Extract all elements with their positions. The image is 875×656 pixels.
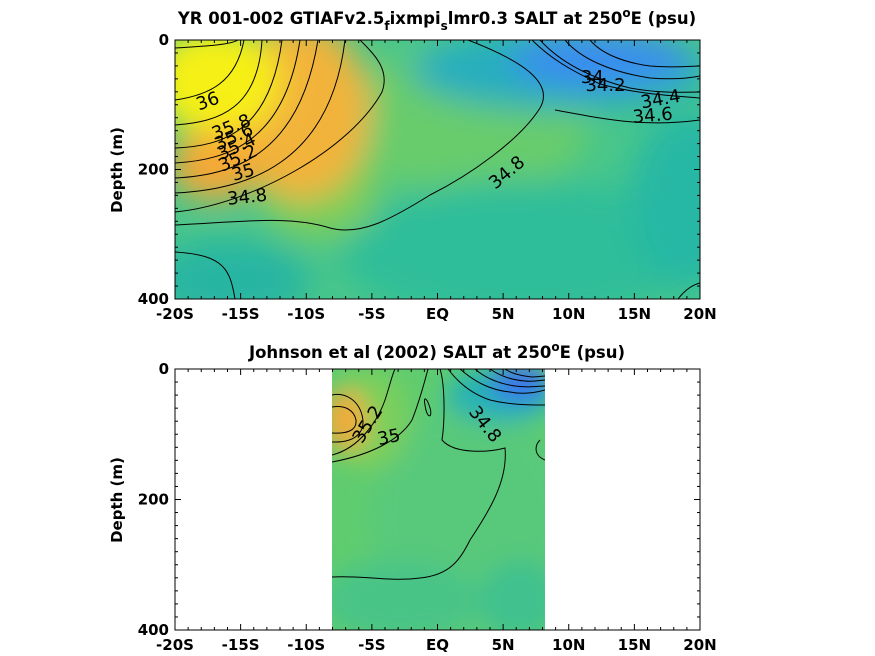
y-tick-label: 200 <box>138 161 169 179</box>
x-tick-label: 20N <box>683 636 716 654</box>
contour-lines-obs <box>332 369 545 580</box>
x-tick-label: -10S <box>287 305 325 323</box>
x-tick-label: EQ <box>426 305 449 323</box>
contour-label: 34.2 <box>585 75 625 96</box>
x-tick-label: -5S <box>358 305 385 323</box>
x-tick-label: 10N <box>552 636 585 654</box>
x-tick-label: 15N <box>618 305 651 323</box>
x-tick-label: -5S <box>358 636 385 654</box>
x-tick-label: 5N <box>492 636 515 654</box>
y-axis-label-obs: Depth (m) <box>108 457 126 543</box>
contour-label: 34 <box>581 67 604 88</box>
contour-label: 34.8 <box>226 185 268 210</box>
panel-model: YR 001-002 GTIAFv2.5fixmpislmr0.3 SALT a… <box>108 6 717 323</box>
x-axis-model: -20S -15S -10S -5S EQ 5N 10N 15N 20N <box>156 40 717 323</box>
salinity-field-obs <box>332 369 545 630</box>
chart-title-obs: Johnson et al (2002) SALT at 250oE (psu) <box>248 340 625 362</box>
panel-obs: Johnson et al (2002) SALT at 250oE (psu) <box>108 340 717 654</box>
y-axis-model: 0 200 400 <box>138 31 700 308</box>
x-tick-label: EQ <box>426 636 449 654</box>
y-tick-label: 200 <box>138 491 169 509</box>
x-tick-label: 5N <box>492 305 515 323</box>
x-tick-label: -15S <box>222 305 260 323</box>
chart-title-model: YR 001-002 GTIAFv2.5fixmpislmr0.3 SALT a… <box>177 6 696 33</box>
x-tick-label: -20S <box>156 636 194 654</box>
contour-lines-model <box>175 40 700 299</box>
x-tick-label: -20S <box>156 305 194 323</box>
x-tick-label: -10S <box>287 636 325 654</box>
x-axis-obs: -20S -15S -10S -5S EQ 5N 10N 15N 20N <box>156 369 717 654</box>
y-axis-label-model: Depth (m) <box>108 127 126 213</box>
y-tick-label: 400 <box>138 621 169 639</box>
x-tick-label: 20N <box>683 305 716 323</box>
y-tick-label: 0 <box>159 31 169 49</box>
x-tick-label: -15S <box>222 636 260 654</box>
contour-label: 35 <box>376 425 403 450</box>
x-tick-label: 15N <box>618 636 651 654</box>
x-tick-label: 10N <box>552 305 585 323</box>
y-axis-obs: 0 200 400 <box>138 360 700 639</box>
contour-label: 34.6 <box>632 104 674 128</box>
y-tick-label: 400 <box>138 290 169 308</box>
y-tick-label: 0 <box>159 360 169 378</box>
